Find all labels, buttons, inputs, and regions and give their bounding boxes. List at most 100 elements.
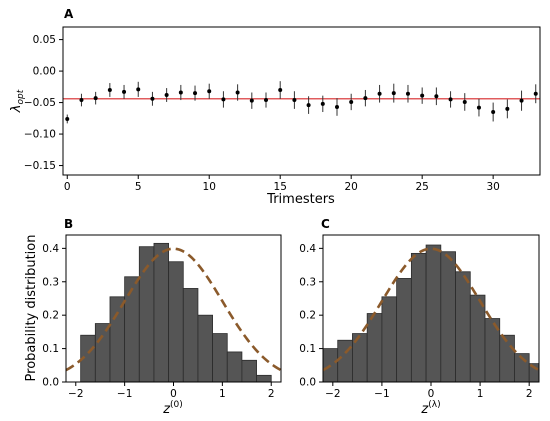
x-tick-label: 0 (170, 388, 177, 400)
y-tick-label: 0.2 (42, 310, 59, 322)
panel-b-xlabel-sup: (0) (170, 400, 183, 410)
y-tick-label: 0.05 (33, 34, 56, 46)
y-tick-label: 0.2 (299, 310, 316, 322)
data-point (391, 91, 396, 96)
x-tick-label: 0 (428, 388, 435, 400)
data-point (93, 96, 98, 101)
data-point (292, 98, 297, 103)
y-tick-label: 0.00 (33, 66, 56, 78)
x-tick-label: 2 (526, 388, 533, 400)
histogram-bar (410, 252, 427, 383)
data-point (505, 106, 510, 111)
y-tick-label: 0.0 (299, 377, 316, 389)
histogram-bar (366, 313, 383, 383)
y-tick-label: 0.1 (42, 343, 59, 355)
x-tick-label: 25 (415, 181, 428, 193)
panel-c-xlabel-sup: (λ) (428, 400, 440, 410)
histogram-bar (499, 334, 515, 383)
data-point (320, 101, 325, 106)
y-tick-label: 0.3 (299, 276, 316, 288)
x-tick-label: −1 (374, 388, 389, 400)
y-tick-label: 0.0 (42, 377, 59, 389)
data-point (122, 89, 127, 94)
data-point (334, 104, 339, 109)
data-point (519, 98, 524, 103)
histogram-bar (153, 242, 170, 383)
data-point (107, 87, 112, 92)
y-tick-label: −0.15 (24, 160, 56, 172)
y-tick-label: 0.4 (299, 243, 316, 255)
histogram-bar (469, 294, 486, 383)
x-tick-label: −2 (68, 388, 83, 400)
histogram-bar (440, 251, 456, 383)
histogram-bar (94, 323, 111, 383)
panel-c-frame (322, 234, 540, 383)
panel-a-frame (62, 26, 541, 176)
histogram-bar (168, 261, 184, 383)
panel-a-ylabel-sub: opt (16, 89, 26, 104)
data-point (193, 91, 198, 96)
data-point (306, 103, 311, 108)
data-point (420, 93, 425, 98)
panel-a-label: A (64, 7, 74, 21)
panel-b-xlabel: z(0) (162, 400, 183, 417)
data-point (491, 110, 496, 115)
histogram-bar (425, 244, 442, 383)
data-point (79, 98, 84, 103)
panel-a: A 0 5 10 15 20 25 30 0.05 0.00 −0.05 −0.10 −0.15 Tr… (9, 7, 541, 207)
histogram-bar (124, 276, 140, 383)
data-point (221, 97, 226, 102)
data-point (476, 105, 481, 110)
data-point (178, 90, 183, 95)
x-tick-label: 1 (477, 388, 484, 400)
histogram-bar (455, 271, 471, 383)
x-tick-label: 20 (345, 181, 358, 193)
data-point (164, 93, 169, 98)
histogram-bar (212, 333, 228, 383)
data-point (349, 99, 354, 104)
panel-a-ylabel: λopt (9, 89, 26, 113)
data-point (405, 91, 410, 96)
histogram-bar (396, 278, 412, 383)
y-tick-label: 0.1 (299, 343, 316, 355)
histogram-bar (182, 288, 199, 383)
panel-c-xlabel-main: z (420, 402, 429, 417)
panel-b-ylabel: Probability distribution (24, 235, 39, 382)
panel-c-label: C (321, 217, 330, 231)
x-tick-label: −2 (325, 388, 340, 400)
x-tick-label: 5 (135, 181, 142, 193)
y-tick-label: 0.3 (42, 276, 59, 288)
normal-curve (322, 247, 540, 372)
x-tick-label: 30 (486, 181, 499, 193)
panel-a-ylabel-main: λ (9, 105, 24, 114)
data-point (462, 99, 467, 104)
data-point (533, 91, 538, 96)
histogram-bar (226, 351, 243, 383)
y-tick-label: −0.10 (24, 129, 56, 141)
panel-a-xlabel: Trimesters (266, 192, 335, 207)
histogram-bar (381, 296, 398, 383)
x-tick-label: 2 (268, 388, 275, 400)
x-tick-label: 10 (203, 181, 216, 193)
panel-b: B −2 −1 0 1 2 0.0 0.1 0.2 0.3 0.4 z(0) Probabilit… (24, 217, 282, 417)
data-point (278, 87, 283, 92)
panel-c: C −2 −1 0 1 2 0.0 0.1 0.2 0.3 0.4 z(λ) (299, 217, 540, 417)
panel-b-label: B (64, 217, 73, 231)
histogram-bar (256, 374, 272, 383)
data-point (264, 98, 269, 103)
data-point (363, 96, 368, 101)
histogram-bar (197, 314, 213, 383)
data-point (434, 94, 439, 99)
data-point (377, 91, 382, 96)
x-tick-label: 1 (219, 388, 226, 400)
histogram-bar (109, 296, 126, 383)
histogram-bar (241, 359, 257, 383)
data-point (207, 89, 212, 94)
panel-b-frame (65, 234, 282, 383)
data-point (249, 98, 254, 103)
data-point (448, 97, 453, 102)
panel-b-xlabel-main: z (162, 402, 171, 417)
data-point (65, 116, 70, 121)
data-point (235, 90, 240, 95)
